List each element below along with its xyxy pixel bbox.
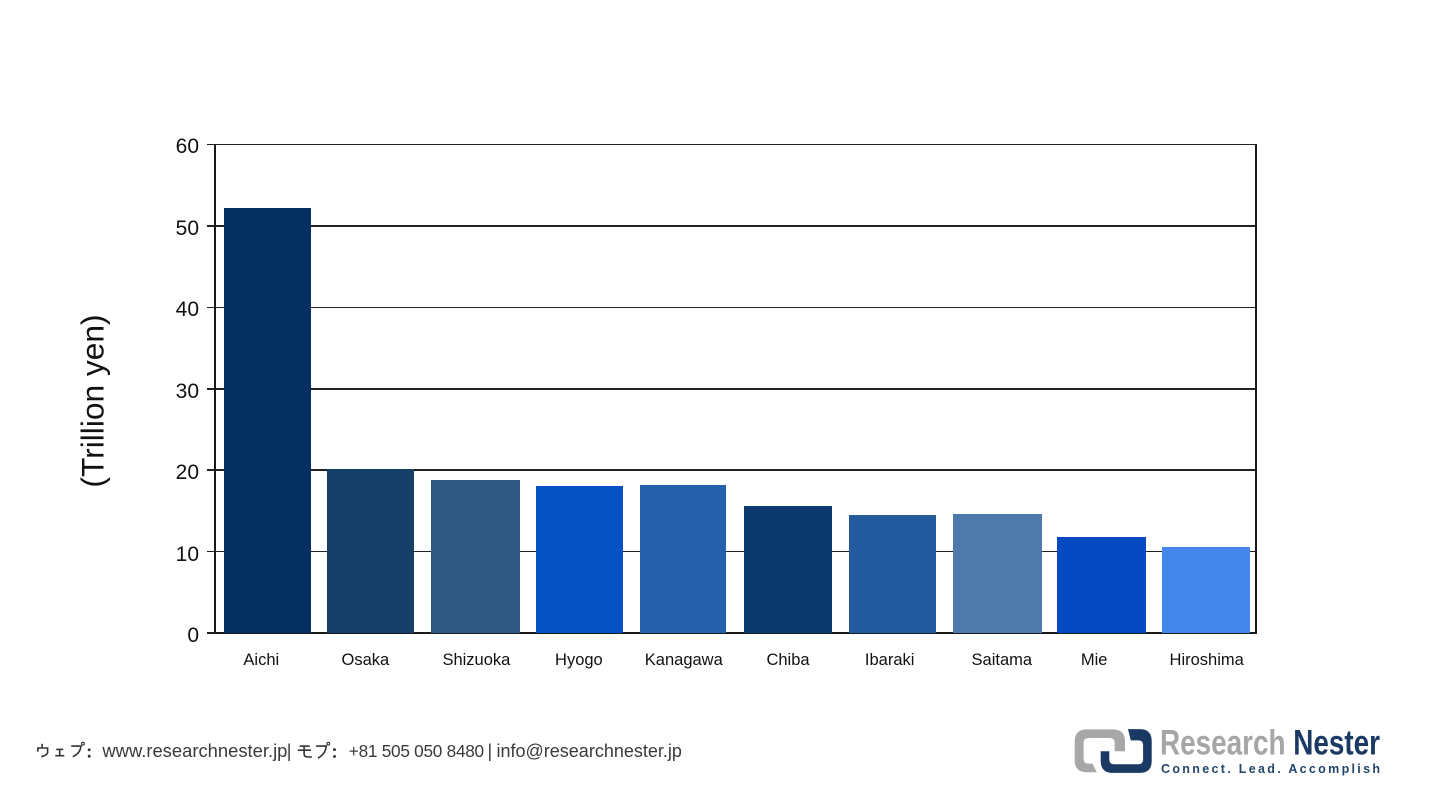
svg-text:Connect. Lead. Accomplish: Connect. Lead. Accomplish (1161, 762, 1380, 776)
svg-text:Research Nester: Research Nester (1160, 725, 1380, 763)
